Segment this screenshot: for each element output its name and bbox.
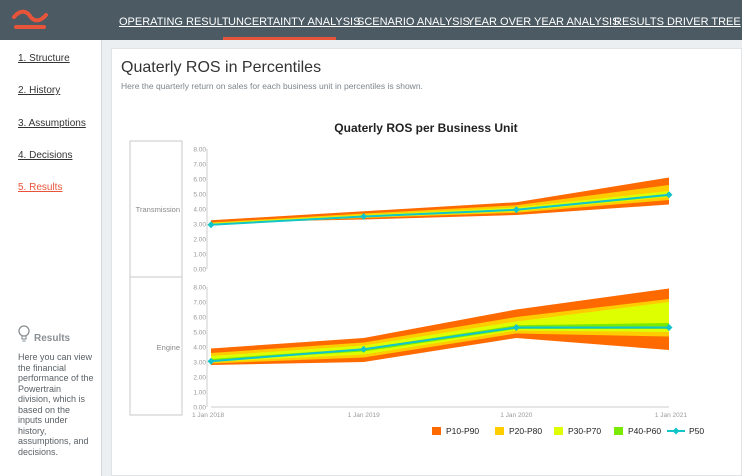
legend-marker-p50 (672, 427, 680, 435)
band-p10-p90 (211, 177, 669, 223)
legend-swatch-p40-p60 (614, 427, 623, 435)
band-p20-p80 (211, 299, 669, 364)
sidebar-item-assumptions[interactable]: 3. Assumptions (18, 118, 86, 129)
x-tick-label: 1 Jan 2018 (192, 412, 225, 419)
nav-tab-operating-result[interactable]: OPERATING RESULT (119, 16, 229, 28)
sidebar: 1. Structure 2. History 3. Assumptions 4… (0, 40, 102, 476)
lightbulb-icon (18, 325, 30, 342)
y-tick-label: 6.00 (193, 315, 206, 322)
y-tick-label: 1.00 (193, 390, 206, 397)
x-tick-label: 1 Jan 2020 (500, 412, 533, 419)
legend-label-p30-p70: P30-P70 (568, 426, 601, 436)
y-tick-label: 8.00 (193, 147, 206, 154)
legend-swatch-p20-p80 (495, 427, 504, 435)
x-tick-label: 1 Jan 2021 (655, 412, 688, 419)
page-subtitle: Here the quarterly return on sales for e… (121, 81, 423, 91)
brand-logo-icon[interactable] (10, 7, 50, 33)
panel-label-engine: Engine (157, 343, 180, 352)
p50-point (512, 206, 520, 214)
help-title: Results (34, 333, 71, 344)
legend-label-p50: P50 (689, 426, 704, 436)
sidebar-item-results[interactable]: 5. Results (18, 182, 63, 193)
main-content-panel: Quaterly ROS in Percentiles Here the qua… (111, 48, 742, 476)
nav-tab-scenario-analysis[interactable]: SCENARIO ANALYSIS (357, 16, 470, 28)
nav-active-indicator (223, 37, 336, 40)
legend-swatch-p30-p70 (554, 427, 563, 435)
ros-percentile-chart: Quaterly ROS per Business Unit Transmissi… (129, 121, 704, 436)
p50-point (360, 345, 368, 353)
p50-line (210, 193, 670, 226)
p50-point (665, 324, 673, 331)
nav-tab-results-driver-tree[interactable]: RESULTS DRIVER TREE (614, 16, 741, 28)
page-title: Quaterly ROS in Percentiles (121, 59, 322, 76)
p50-point (207, 357, 215, 365)
y-tick-label: 0.00 (193, 267, 206, 274)
y-tick-label: 3.00 (193, 222, 206, 229)
chart-title: Quaterly ROS per Business Unit (334, 121, 517, 135)
p50-point (207, 221, 215, 229)
y-tick-label: 7.00 (193, 162, 206, 169)
y-tick-label: 6.00 (193, 177, 206, 184)
legend-label-p20-p80: P20-P80 (509, 426, 542, 436)
p50-line (210, 326, 669, 363)
sidebar-item-decisions[interactable]: 4. Decisions (18, 150, 73, 161)
legend-swatch-p10-p90 (432, 427, 441, 435)
y-tick-label: 3.00 (193, 360, 206, 367)
y-tick-label: 7.00 (193, 300, 206, 307)
x-tick-label: 1 Jan 2019 (348, 412, 381, 419)
legend-label-p40-p60: P40-P60 (628, 426, 661, 436)
y-tick-label: 5.00 (193, 192, 206, 199)
help-text: Here you can view the financial performa… (18, 352, 94, 457)
panel-label-box (129, 140, 183, 278)
panel-label-box (129, 276, 183, 416)
y-tick-label: 1.00 (193, 252, 206, 259)
nav-tab-year-over-year-analysis[interactable]: YEAR OVER YEAR ANALYSIS (467, 16, 620, 28)
y-tick-label: 0.00 (193, 405, 206, 412)
sidebar-item-structure[interactable]: 1. Structure (18, 53, 70, 64)
top-navigation-bar: OPERATING RESULT UNCERTAINTY ANALYSIS SC… (0, 0, 742, 40)
legend-label-p10-p90: P10-P90 (446, 426, 479, 436)
y-tick-label: 2.00 (193, 237, 206, 244)
y-tick-label: 8.00 (193, 285, 206, 292)
p50-point (512, 324, 520, 331)
band-p40-p60 (211, 323, 669, 361)
y-tick-label: 4.00 (193, 207, 206, 214)
p50-point (665, 191, 673, 199)
panel-label-transmission: Transmission (136, 205, 180, 214)
sidebar-item-history[interactable]: 2. History (18, 85, 61, 96)
nav-tab-uncertainty-analysis[interactable]: UNCERTAINTY ANALYSIS (228, 16, 361, 28)
y-tick-label: 2.00 (193, 375, 206, 382)
y-tick-label: 4.00 (193, 345, 206, 352)
p50-point (360, 213, 368, 220)
band-p30-p70 (211, 302, 669, 362)
y-tick-label: 5.00 (193, 330, 206, 337)
